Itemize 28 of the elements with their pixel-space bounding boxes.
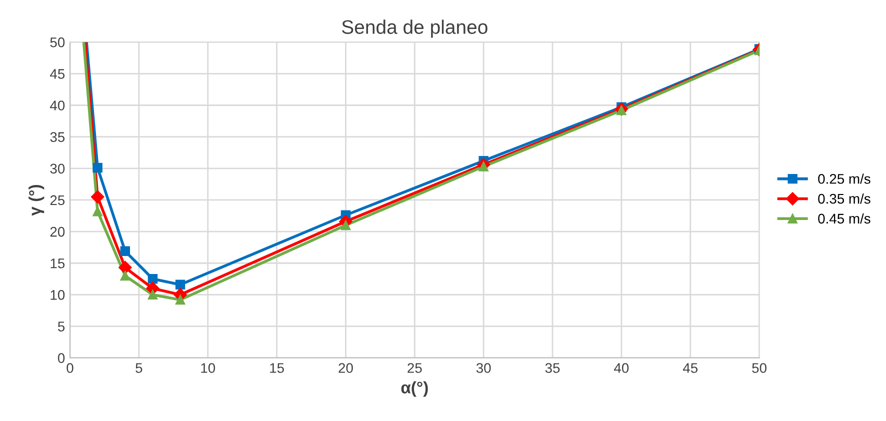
y-tick-label: 50 (50, 37, 65, 48)
y-tick-label: 5 (58, 322, 65, 332)
y-tick-label: 35 (50, 132, 65, 142)
x-tick-label: 20 (338, 363, 353, 373)
y-tick-label: 10 (50, 290, 65, 300)
x-tick-label: 15 (270, 363, 284, 373)
x-tick-label: 25 (408, 363, 422, 373)
y-tick-label: 25 (50, 195, 65, 206)
x-tick-label: 35 (545, 363, 560, 373)
y-axis-title: γ (°) (28, 184, 44, 216)
x-axis-title: α(°) (401, 381, 428, 397)
x-tick-label: 0 (66, 363, 74, 373)
x-tick-label: 40 (614, 363, 629, 373)
y-tick-label: 20 (50, 226, 65, 237)
x-tick-label: 30 (476, 363, 491, 373)
x-tick-label: 10 (201, 363, 216, 373)
legend-label: 0.25 m/s (818, 174, 870, 184)
legend-label: 0.45 m/s (818, 213, 870, 224)
y-tick-label: 0 (58, 353, 65, 364)
x-tick-label: 50 (752, 363, 766, 373)
x-tick-label: 5 (136, 363, 142, 373)
y-tick-label: 15 (50, 258, 65, 268)
x-tick-label: 45 (682, 363, 698, 373)
y-tick-label: 40 (50, 100, 65, 110)
y-tick-label: 45 (50, 69, 65, 79)
legend-label: 0.35 m/s (818, 194, 870, 204)
chart-title: Senda de planeo (342, 20, 488, 38)
y-tick-label: 30 (50, 164, 65, 174)
